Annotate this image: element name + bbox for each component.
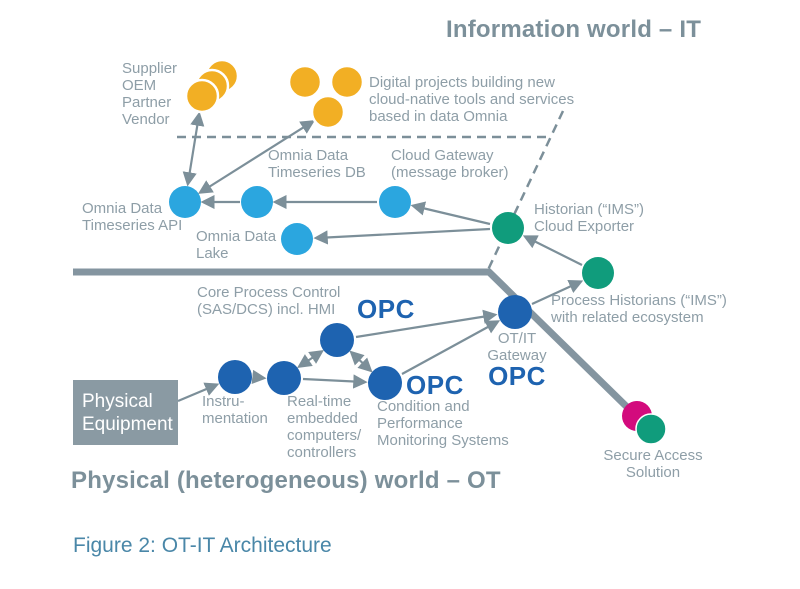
ot-it-boundary-line — [73, 268, 630, 410]
node-cloud-gateway — [379, 186, 411, 218]
ot-world-heading: Physical (heterogeneous) world – OT — [71, 467, 501, 494]
arrow-api-digital-cluster — [197, 120, 316, 194]
dashed-boundary-diagonal — [485, 110, 565, 273]
arrow-historian-to-cloudgateway — [410, 201, 491, 226]
node-omnia-timeseries-db — [241, 186, 273, 218]
arrow-instrumentation-to-realtime — [251, 369, 267, 385]
arrow-realtime-coreprocess — [297, 350, 324, 368]
arrow-realtime-to-condition — [302, 374, 368, 389]
digital-node-left — [287, 64, 323, 100]
node-condition-monitoring — [368, 366, 402, 400]
core-process-label: Core Process Control (SAS/DCS) incl. HMI — [197, 284, 341, 318]
arrow-coreprocess-condition — [349, 350, 373, 373]
arrow-gateway-to-processhistorians — [531, 279, 584, 305]
supplier-cluster-icon — [184, 58, 240, 114]
historian-label: Historian (“IMS”) Cloud Exporter — [534, 201, 645, 235]
supplier-node-front — [184, 78, 220, 114]
node-process-historians — [582, 257, 614, 289]
node-historian-cloud-exporter — [492, 212, 524, 244]
node-otit-gateway — [498, 295, 532, 329]
arrow-api-supplier-cluster — [182, 111, 205, 187]
secure-access-label: Secure Access Solution — [603, 447, 703, 481]
arrow-equipment-to-instrumentation — [177, 382, 220, 403]
secure-access-cluster-icon — [622, 401, 667, 445]
instrumentation-label: Instru- mentation — [202, 393, 268, 427]
arrow-condition-to-gateway — [401, 320, 501, 375]
node-omnia-data-lake — [281, 223, 313, 255]
it-world-heading: Information world – IT — [446, 16, 702, 43]
opc-label-gateway: OPC — [488, 361, 546, 391]
digital-projects-cluster-icon — [287, 64, 365, 130]
digital-node-right — [329, 64, 365, 100]
arrow-coreprocess-to-gateway — [355, 309, 498, 339]
digital-projects-label: Digital projects building new cloud-nati… — [369, 74, 575, 125]
secure-access-node-green — [635, 413, 667, 445]
arrow-processhistorians-to-historian — [522, 235, 583, 266]
node-realtime-embedded — [267, 361, 301, 395]
arrow-historian-to-lake — [313, 227, 491, 245]
figure-caption: Figure 2: OT-IT Architecture — [73, 534, 332, 557]
omnia-api-label: Omnia Data Timeseries API — [82, 200, 183, 234]
realtime-label: Real-time embedded computers/ controller… — [287, 393, 362, 461]
node-omnia-timeseries-api — [169, 186, 201, 218]
omnia-lake-label: Omnia Data Lake — [196, 228, 277, 262]
cloud-gateway-label: Cloud Gateway (message broker) — [391, 147, 509, 181]
opc-label-core: OPC — [357, 294, 415, 324]
node-core-process-control — [320, 323, 354, 357]
supplier-label: Supplier OEM Partner Vendor — [122, 60, 178, 128]
digital-node-bottom — [310, 94, 346, 130]
condition-label: Condition and Performance Monitoring Sys… — [377, 398, 509, 449]
opc-label-condition: OPC — [406, 370, 464, 400]
process-historians-label: Process Historians (“IMS”) with related … — [551, 292, 727, 326]
omnia-db-label: Omnia Data Timeseries DB — [268, 147, 366, 181]
node-instrumentation — [218, 360, 252, 394]
otit-gateway-label: OT/IT Gateway — [487, 330, 547, 364]
physical-equipment-box: Physical Equipment — [73, 380, 178, 445]
